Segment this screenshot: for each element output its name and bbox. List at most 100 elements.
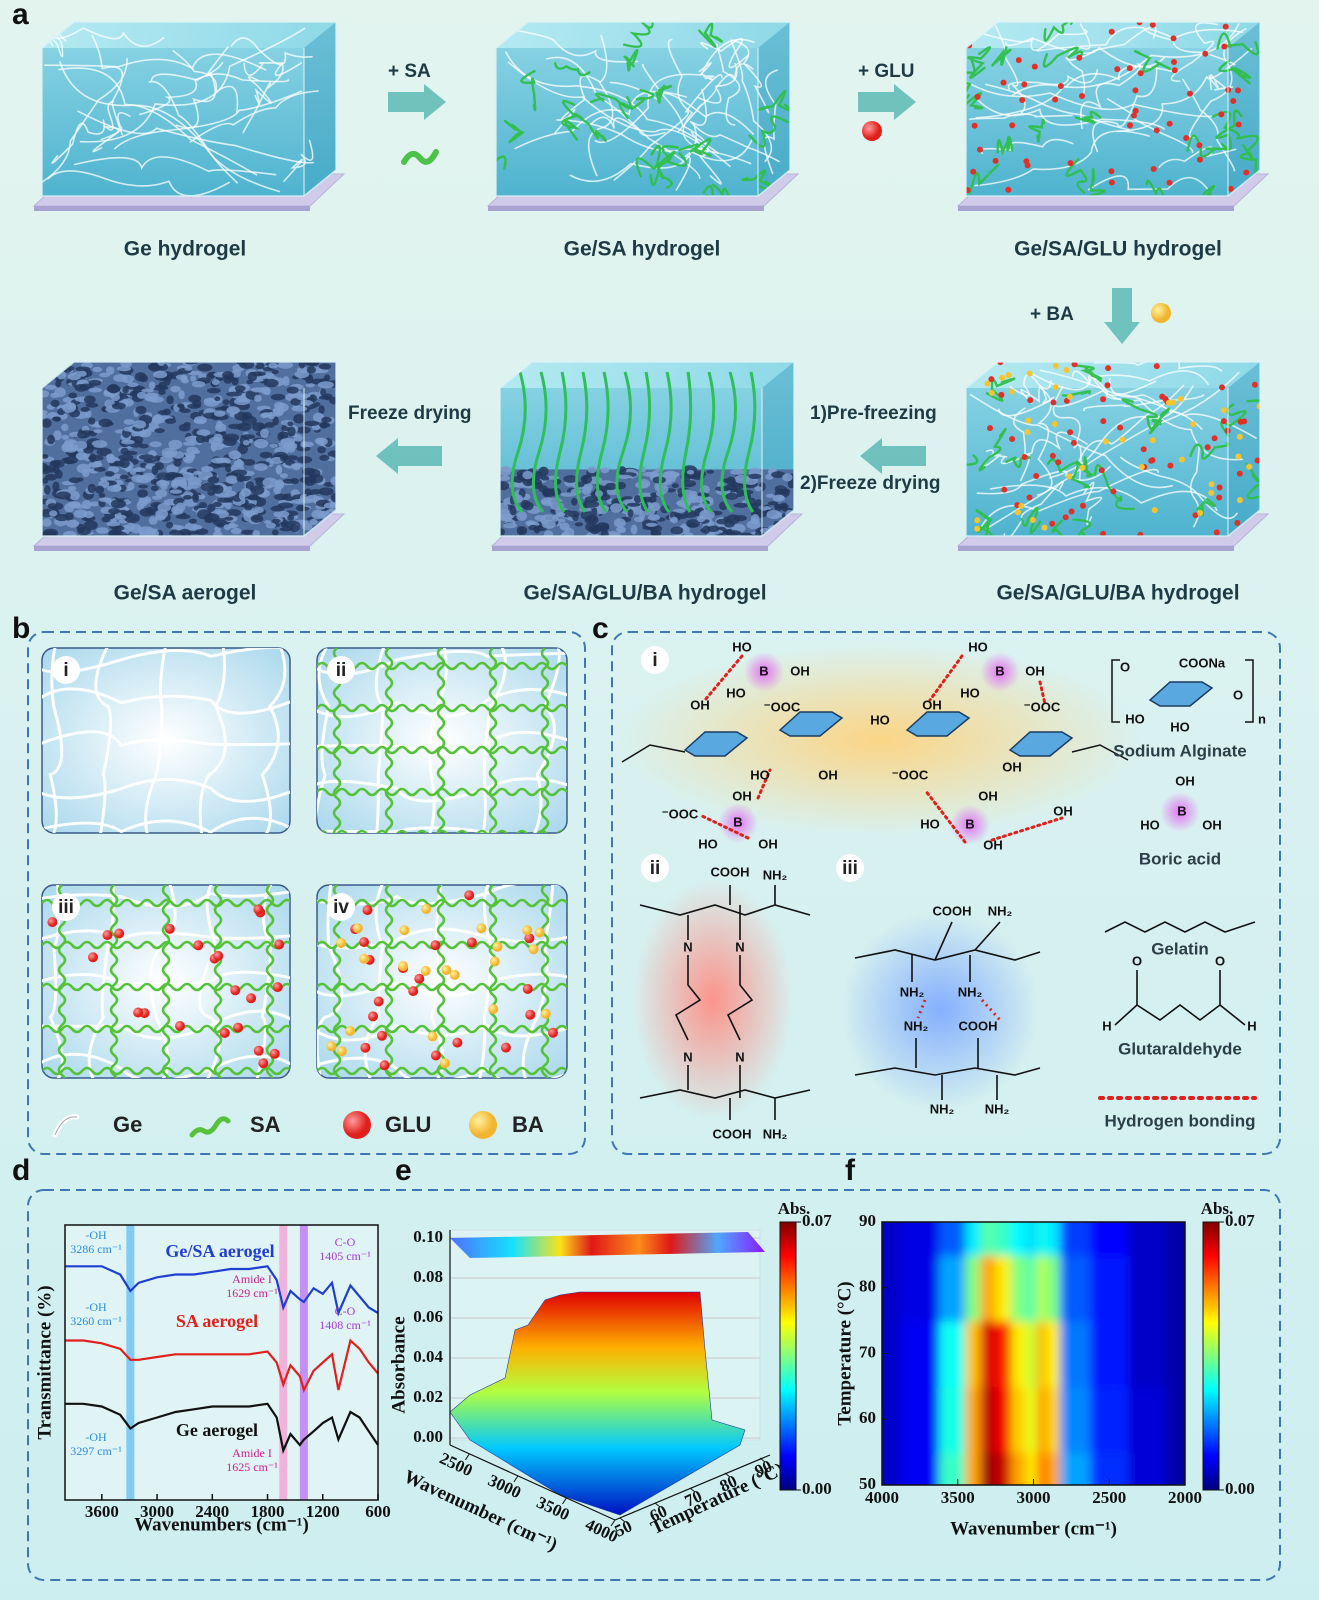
glu-icon [862, 121, 882, 141]
pore [73, 509, 88, 519]
fiber [609, 81, 754, 135]
pore [201, 466, 214, 472]
pore [754, 486, 762, 492]
fiber [1087, 175, 1209, 191]
pore [270, 505, 285, 512]
ice-fiber [595, 371, 610, 513]
fiber [702, 185, 733, 196]
pore [93, 466, 106, 472]
heat-cell [1025, 1452, 1039, 1485]
label: Ge/SA/GLU hydrogel [1014, 238, 1222, 261]
pore [89, 501, 100, 507]
pore [212, 484, 224, 494]
glu-dot [1070, 439, 1077, 446]
pore [230, 527, 242, 535]
pore [271, 369, 279, 375]
glu-dot [1218, 111, 1225, 118]
fiber [1062, 390, 1092, 397]
heat-cell [1044, 1386, 1062, 1454]
label: NH₂ [930, 1101, 955, 1116]
pore [311, 509, 325, 520]
fiber [283, 139, 314, 183]
label: NH₂ [988, 903, 1013, 918]
pore [111, 473, 123, 479]
glu-dot [269, 1048, 280, 1059]
pore [616, 474, 633, 479]
glu-dot [1108, 179, 1115, 186]
pore [105, 471, 115, 477]
pore [144, 392, 159, 399]
label: B [1177, 803, 1186, 818]
block-outline [41, 21, 337, 197]
fiber [1011, 65, 1173, 97]
glu-dot [359, 937, 370, 948]
pore [627, 502, 641, 507]
glu-dot [213, 950, 224, 961]
pore [110, 499, 127, 509]
pore [118, 458, 130, 469]
label: N [683, 1049, 692, 1064]
glu-dot [1067, 160, 1074, 167]
ba-dot [1236, 497, 1243, 504]
pore [600, 529, 609, 536]
ba-dot [1119, 436, 1126, 443]
pore [110, 393, 121, 402]
pore [741, 490, 754, 495]
label: SA [250, 1112, 281, 1137]
ba-dot [1018, 502, 1025, 509]
label: HO [960, 685, 980, 700]
fiber [42, 22, 165, 47]
glu-dot [1026, 494, 1033, 501]
label: Amide I [232, 1446, 272, 1460]
pore [192, 494, 199, 503]
pore [119, 474, 129, 480]
ba-dot [1008, 388, 1015, 395]
label: + GLU [858, 61, 914, 82]
glu-dot [274, 939, 285, 950]
ice-fiber [531, 371, 548, 513]
pore [670, 526, 684, 535]
glu-dot [1067, 429, 1074, 436]
label: Wavenumbers (cm⁻¹) [134, 1514, 309, 1535]
fiber [978, 525, 997, 536]
sa-chain [488, 648, 498, 833]
heat-cell [1044, 1254, 1062, 1322]
pore [502, 522, 518, 529]
label: OH [732, 788, 752, 803]
sa-chain [317, 661, 567, 671]
fiber [94, 648, 114, 833]
pore [251, 371, 266, 377]
pore [182, 457, 189, 462]
ba-dot [1149, 437, 1156, 444]
heat-cell [1010, 1386, 1027, 1454]
glu-dot [1236, 470, 1243, 477]
y-tick [689, 1487, 696, 1493]
pore [541, 514, 555, 522]
pore [686, 469, 695, 475]
pore [106, 385, 121, 393]
label: HO [870, 712, 890, 727]
glu-dot [1076, 54, 1083, 61]
pore [131, 436, 144, 444]
label: 0.10 [413, 1227, 443, 1246]
pore [173, 459, 182, 467]
glu-dot [452, 1037, 463, 1048]
glu-dot [1130, 112, 1137, 119]
glu-dot [253, 904, 264, 915]
heat-cell [1060, 1452, 1092, 1485]
pore [242, 459, 256, 466]
glu-dot [246, 993, 257, 1004]
pore [707, 525, 720, 532]
heat-cell [1037, 1222, 1046, 1256]
pore [669, 472, 677, 483]
pore [254, 394, 262, 402]
glu-dot [1127, 122, 1133, 129]
pore [68, 477, 81, 484]
heat-cell [938, 1222, 967, 1256]
heat-cell [900, 1452, 940, 1485]
pore [49, 510, 58, 517]
label: OH [1002, 759, 1022, 774]
hydrogel-block [496, 22, 790, 196]
block-top [42, 22, 336, 48]
pore [274, 479, 285, 490]
